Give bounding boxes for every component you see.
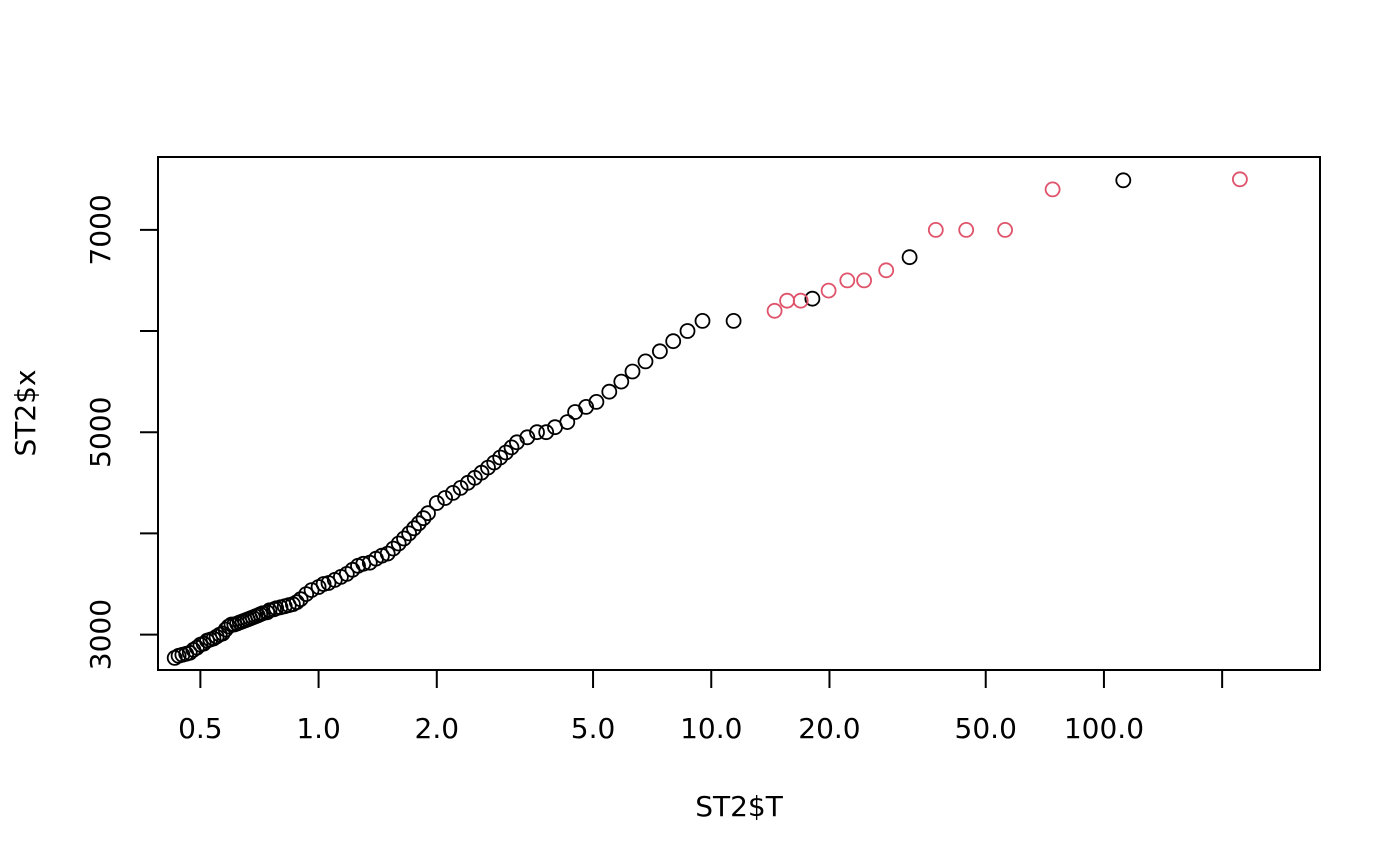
data-point-s0-83	[588, 393, 605, 410]
y-tick-label: 5000	[84, 397, 117, 468]
x-tick-label: 0.5	[178, 712, 223, 745]
data-point-s0-95	[1115, 172, 1132, 189]
data-point-s1-11	[1232, 171, 1248, 188]
data-point-s0-84	[601, 383, 618, 400]
data-point-s0-73	[497, 444, 514, 461]
x-tick-label: 1.0	[296, 712, 341, 745]
x-tick-label: 2.0	[415, 712, 460, 745]
data-point-s0-74	[503, 439, 520, 456]
data-point-s0-76	[519, 429, 536, 446]
data-point-s1-6	[878, 262, 895, 279]
y-tick-label: 3000	[84, 599, 117, 670]
data-point-s0-89	[665, 333, 682, 350]
data-point-s0-72	[492, 449, 509, 466]
data-point-s0-78	[538, 424, 555, 441]
data-point-s1-10	[1044, 181, 1061, 198]
data-point-s0-88	[652, 343, 668, 360]
x-axis-title: ST2$T	[695, 790, 784, 823]
data-point-s0-59	[406, 520, 422, 537]
data-point-s0-86	[624, 363, 641, 380]
data-point-s0-80	[559, 414, 576, 431]
data-point-s0-55	[385, 540, 402, 557]
data-point-s1-8	[958, 221, 975, 238]
data-point-s0-57	[396, 530, 412, 547]
data-point-s1-4	[839, 272, 856, 289]
data-point-s0-56	[390, 535, 407, 552]
y-tick-label: 7000	[84, 194, 117, 265]
data-point-s1-1	[779, 292, 795, 309]
data-point-s1-3	[820, 282, 837, 299]
data-point-s0-93	[804, 290, 821, 307]
data-point-s1-5	[856, 272, 872, 289]
y-axis-title: ST2$x	[9, 369, 42, 456]
data-point-s0-85	[613, 373, 630, 390]
data-point-s0-39	[292, 591, 309, 608]
data-point-s0-94	[901, 249, 918, 266]
data-point-s0-58	[401, 525, 418, 542]
x-tick-label: 50.0	[955, 712, 1017, 745]
data-point-s1-2	[792, 292, 809, 309]
x-tick-label: 100.0	[1064, 712, 1144, 745]
data-point-s1-9	[997, 221, 1013, 238]
x-tick-label: 5.0	[571, 712, 616, 745]
data-point-s0-91	[694, 312, 711, 329]
y-axis: 3000 5000 7000	[84, 194, 159, 670]
data-point-s0-38	[288, 594, 305, 611]
data-point-s0-77	[529, 424, 545, 441]
data-point-s0-90	[679, 323, 696, 339]
data-point-s1-0	[766, 302, 783, 319]
data-point-s0-54	[379, 545, 396, 562]
data-point-s0-87	[637, 353, 654, 370]
data-point-s0-60	[410, 515, 427, 532]
data-point-s0-62	[420, 505, 436, 522]
points-layer	[166, 171, 1248, 666]
data-point-s1-7	[927, 221, 944, 238]
data-point-s0-82	[578, 398, 594, 415]
x-axis: 0.5 1.0 2.0 5.0 10.0 20.0 50.0 100.0	[178, 669, 1224, 745]
data-point-s0-75	[509, 434, 525, 451]
data-point-s0-63	[428, 495, 445, 511]
data-point-s0-92	[725, 312, 742, 329]
x-tick-label: 20.0	[798, 712, 860, 745]
data-point-s0-64	[437, 490, 454, 506]
plot-frame	[157, 156, 1321, 671]
data-point-s0-61	[415, 510, 432, 527]
x-tick-label: 10.0	[680, 712, 742, 745]
